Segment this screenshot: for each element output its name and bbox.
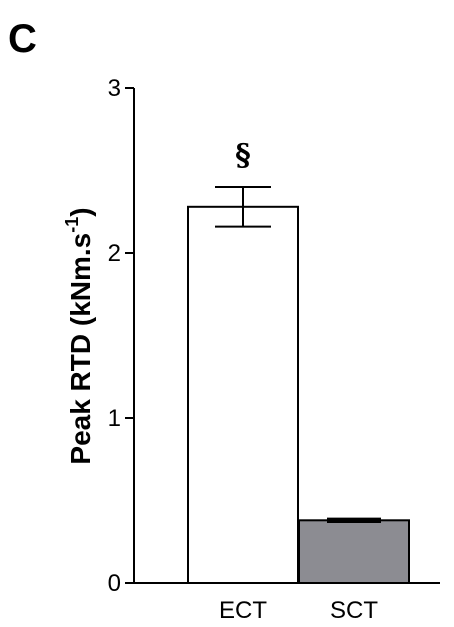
- y-axis-label-superscript: -1: [62, 217, 82, 233]
- y-axis-label: Peak RTD (kNm.s-1): [62, 207, 96, 464]
- plot-area: 0 1 2 3 ECT § SCT: [108, 75, 440, 624]
- y-tick-label: 0: [108, 570, 121, 597]
- y-tick-label: 1: [108, 405, 121, 432]
- y-tick-label: 2: [108, 240, 121, 267]
- y-axis-label-main: Peak RTD (kNm.s: [65, 233, 96, 465]
- y-tick-label: 3: [108, 75, 121, 102]
- y-axis-label-close: ): [65, 207, 96, 216]
- x-tick-label: SCT: [330, 597, 378, 624]
- bar-sct: [298, 519, 410, 584]
- y-axis-label-text: Peak RTD (kNm.s-1): [62, 207, 96, 464]
- bar-ect: [187, 205, 299, 585]
- x-tick-label: ECT: [219, 597, 267, 624]
- significance-marker: §: [235, 138, 251, 173]
- panel-label: C: [8, 17, 37, 61]
